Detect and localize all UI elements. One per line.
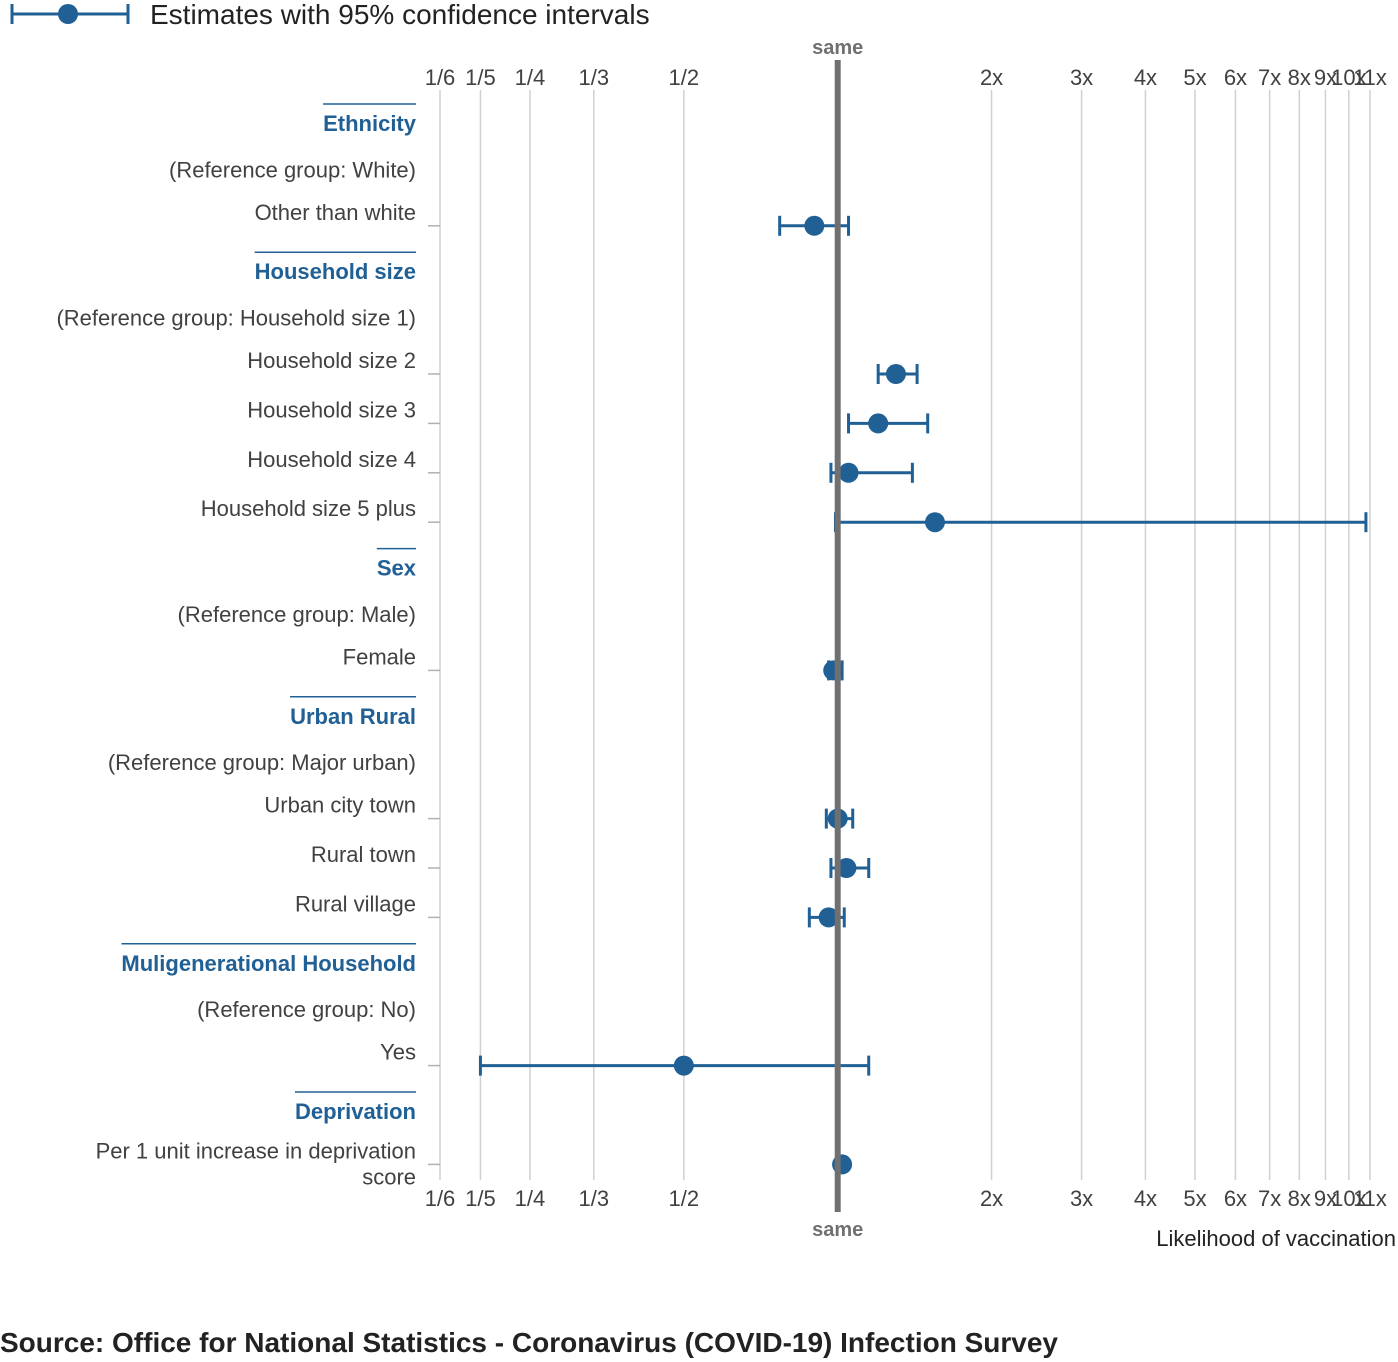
estimate-point xyxy=(885,364,906,384)
row-label: Household size 2 xyxy=(247,348,416,373)
x-tick-label: 7x xyxy=(1258,65,1281,90)
reference-group-label: (Reference group: Household size 1) xyxy=(56,306,416,331)
x-tick-label: 1/3 xyxy=(579,65,610,90)
estimate-point xyxy=(924,512,945,533)
estimate-point xyxy=(836,858,857,878)
x-tick-label: 1/4 xyxy=(515,1186,546,1211)
x-tick-label: 2x xyxy=(980,1186,1003,1211)
group-heading: Household size xyxy=(255,259,416,284)
x-tick-label: 1/6 xyxy=(425,1186,456,1211)
x-tick-label: 1/5 xyxy=(465,1186,496,1211)
estimate-point xyxy=(804,215,825,236)
source-note: Source: Office for National Statistics -… xyxy=(0,1327,1058,1358)
row-label: Household size 3 xyxy=(247,397,416,422)
row-label: Other than white xyxy=(255,200,416,225)
x-tick-label: 9x xyxy=(1314,1186,1337,1211)
x-tick-label: 1/3 xyxy=(579,1186,610,1211)
row-label: Rural village xyxy=(295,891,416,916)
estimate-point xyxy=(818,907,839,928)
x-tick-label: 6x xyxy=(1224,65,1247,90)
reference-label-bottom: same xyxy=(812,1219,863,1241)
row-label-line: Per 1 unit increase in deprivation xyxy=(96,1138,416,1163)
x-tick-label: 11x xyxy=(1353,65,1387,90)
legend-label: Estimates with 95% confidence intervals xyxy=(150,0,650,30)
x-tick-label: 11x xyxy=(1353,1186,1387,1211)
group-heading: Sex xyxy=(377,556,417,581)
x-tick-label: 7x xyxy=(1258,1186,1281,1211)
x-tick-label: 5x xyxy=(1183,65,1206,90)
estimate-point xyxy=(673,1055,694,1076)
x-tick-label: 9x xyxy=(1314,65,1337,90)
group-heading: Ethnicity xyxy=(323,111,417,136)
reference-group-label: (Reference group: White) xyxy=(169,157,416,182)
x-tick-label: 2x xyxy=(980,65,1003,90)
row-label-line: score xyxy=(362,1164,416,1189)
reference-group-label: (Reference group: Major urban) xyxy=(108,750,416,775)
row-label: Household size 5 plus xyxy=(201,496,416,521)
legend-dot-icon xyxy=(58,4,78,24)
row-label: Urban city town xyxy=(264,793,416,818)
x-tick-label: 4x xyxy=(1134,65,1157,90)
x-tick-label: 5x xyxy=(1183,1186,1206,1211)
x-tick-label: 8x xyxy=(1288,1186,1311,1211)
x-tick-label: 1/5 xyxy=(465,65,496,90)
x-tick-label: 1/6 xyxy=(425,65,456,90)
group-heading: Urban Rural xyxy=(290,704,416,729)
row-label: Yes xyxy=(380,1040,416,1065)
x-tick-label: 6x xyxy=(1224,1186,1247,1211)
row-labels: Ethnicity (Reference group: White) Other t… xyxy=(56,103,440,1189)
row-label: Rural town xyxy=(311,842,416,867)
legend: Estimates with 95% confidence intervals xyxy=(10,0,650,30)
x-tick-label: 1/2 xyxy=(669,65,700,90)
x-tick-label: 8x xyxy=(1288,65,1311,90)
group-heading: Deprivation xyxy=(295,1099,416,1124)
row-label: Per 1 unit increase in deprivation score xyxy=(96,1138,416,1189)
x-tick-label: 10x xyxy=(1331,65,1366,90)
reference-group-label: (Reference group: Male) xyxy=(178,602,416,627)
estimates xyxy=(478,215,1368,1175)
group-heading: Muligenerational Household xyxy=(121,951,416,976)
reference-label-top: same xyxy=(812,37,863,59)
x-tick-label: 4x xyxy=(1134,1186,1157,1211)
x-tick-label: 1/2 xyxy=(669,1186,700,1211)
reference-group-label: (Reference group: No) xyxy=(197,997,416,1022)
row-label: Household size 4 xyxy=(247,447,416,472)
grid xyxy=(439,90,1371,1180)
x-tick-label: 3x xyxy=(1070,65,1093,90)
x-tick-label: 1/4 xyxy=(515,65,546,90)
estimate-point xyxy=(868,413,889,434)
x-tick-label: 3x xyxy=(1070,1186,1093,1211)
estimate-point xyxy=(838,462,859,483)
x-tick-label: 10x xyxy=(1331,1186,1366,1211)
row-label: Female xyxy=(343,644,416,669)
x-axis-title: Likelihood of vaccination xyxy=(1156,1226,1396,1251)
